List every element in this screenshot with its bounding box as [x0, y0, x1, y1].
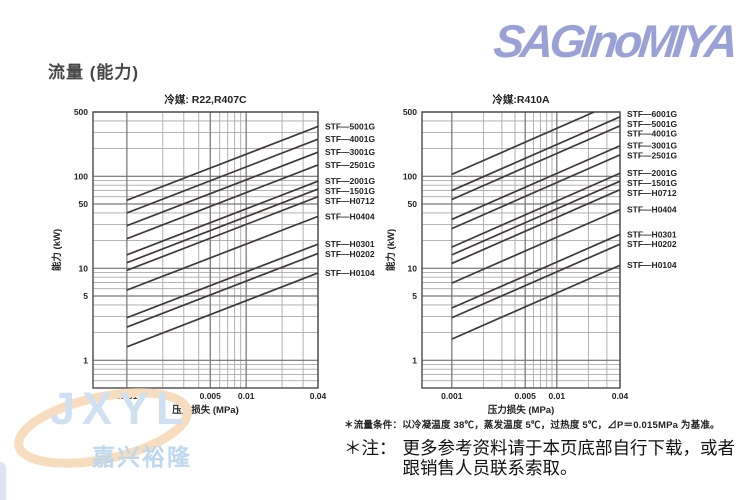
series-line	[451, 264, 621, 340]
x-tick-label: 0.005	[515, 391, 537, 401]
series-label: STF—H0404	[627, 204, 677, 214]
capacity-chart-r410a: STF—6001G STF—5001G STF—4001G STF—3001G STF—…	[380, 84, 740, 429]
series-line	[451, 233, 621, 309]
series-line	[451, 243, 621, 319]
series-label: STF—H0202	[627, 239, 677, 249]
y-tick-label: 5	[412, 291, 417, 301]
series-line	[451, 111, 595, 176]
series-line	[451, 208, 621, 284]
y-tick-label: 50	[408, 199, 418, 209]
y-axis-label: 能力 (kW)	[385, 229, 397, 271]
series-line	[126, 272, 319, 348]
series-label: STF—H0712	[627, 188, 677, 198]
x-tick-label: 0.01	[549, 391, 566, 401]
chart-title: 冷媒:R410A	[492, 93, 550, 106]
series-label: STF—H0301	[325, 239, 375, 249]
series-line	[126, 180, 319, 256]
series-line	[126, 188, 319, 264]
series-label: STF—H0301	[627, 229, 677, 239]
series-line	[451, 188, 621, 265]
y-tick-label: 100	[403, 171, 417, 181]
series-label: STF—1501G	[627, 178, 677, 188]
note-line-2: 跟销售人员联系索取。	[402, 458, 578, 479]
series-line	[451, 144, 621, 221]
flow-condition-note: ＊流量条件：以冷凝温度 38℃，蒸发温度 5℃，过热度 5℃，⊿P＝0.015M…	[344, 420, 720, 431]
series-label: STF—H0104	[627, 260, 677, 270]
capacity-chart-r22-r407c: STF—5001G STF—4001G STF—3001G STF—2501G STF—…	[40, 84, 400, 429]
x-tick-label: 0.001	[441, 391, 463, 401]
series-line	[126, 151, 319, 227]
series-line	[126, 215, 319, 291]
series-line	[126, 195, 319, 272]
series-line	[451, 154, 621, 230]
y-tick-label: 500	[403, 107, 417, 117]
series-label: STF—2001G	[325, 176, 375, 186]
series-label: STF—H0202	[325, 249, 375, 259]
chart-svg: STF—5001G STF—4001G STF—3001G STF—2501G STF—…	[51, 93, 375, 416]
plot-frame	[421, 111, 621, 389]
series-label: STF—3001G	[627, 141, 677, 151]
series-line	[126, 252, 319, 328]
note-body: 更多参考资料请于本页底部自行下载，或者 跟销售人员联系索取。	[403, 438, 736, 478]
series-label: STF—2501G	[325, 160, 375, 170]
y-axis-label: 能力 (kW)	[51, 229, 63, 271]
series-line	[451, 125, 621, 201]
series-line	[126, 164, 319, 240]
x-tick-label: 0.001	[116, 391, 138, 401]
x-axis-label: 压力损失 (MPa)	[172, 404, 239, 416]
series-label: STF—6001G	[627, 109, 677, 119]
chart-title: 冷媒: R22,R407C	[164, 93, 247, 106]
series-label: STF—2501G	[627, 151, 677, 161]
x-tick-label: 0.04	[310, 391, 327, 401]
series-line	[126, 125, 319, 201]
series-line	[451, 116, 621, 192]
series-label: STF—4001G	[627, 129, 677, 139]
y-tick-label: 1	[412, 355, 417, 365]
note-line-1: 更多参考资料请于本页底部自行下载，或者	[402, 438, 736, 458]
chart-svg: STF—6001GSTF—5001GSTF—4001GSTF—3001GSTF—…	[385, 93, 677, 416]
series-label: STF—H0404	[325, 211, 375, 221]
series-label: STF—5001G	[627, 119, 677, 129]
saginomiya-logo: SAGInoMIYA	[491, 15, 737, 67]
y-tick-label: 5	[83, 291, 88, 301]
series-label: STF—4001G	[325, 134, 375, 144]
reference-note: ＊注： 更多参考资料请于本页底部自行下载，或者 跟销售人员联系索取。	[344, 438, 744, 478]
plot-frame	[92, 111, 319, 389]
y-tick-label: 50	[79, 199, 89, 209]
x-tick-label: 0.04	[612, 391, 629, 401]
x-tick-label: 0.005	[200, 391, 222, 401]
y-tick-label: 10	[79, 263, 89, 273]
series-line	[451, 172, 621, 248]
x-axis-label: 压力损失 (MPa)	[488, 404, 555, 416]
y-tick-label: 100	[74, 171, 88, 181]
series-label: STF—1501G	[325, 186, 375, 196]
series-label: STF—H0104	[325, 268, 375, 278]
series-label: STF—3001G	[325, 147, 375, 157]
corner-decoration-bar	[0, 462, 6, 500]
series-label: STF—H0712	[325, 196, 375, 206]
y-tick-label: 500	[74, 107, 88, 117]
page-title: 流量 (能力)	[48, 63, 140, 82]
y-tick-label: 1	[83, 355, 88, 365]
series-label: STF—5001G	[325, 121, 375, 131]
series-line	[451, 180, 621, 256]
series-line	[126, 243, 319, 319]
watermark-company-name: 嘉兴裕隆	[92, 444, 192, 470]
series-line	[126, 138, 319, 214]
series-label: STF—2001G	[627, 168, 677, 178]
note-prefix: ＊注：	[344, 438, 397, 458]
y-tick-label: 10	[408, 263, 418, 273]
x-tick-label: 0.01	[238, 391, 255, 401]
